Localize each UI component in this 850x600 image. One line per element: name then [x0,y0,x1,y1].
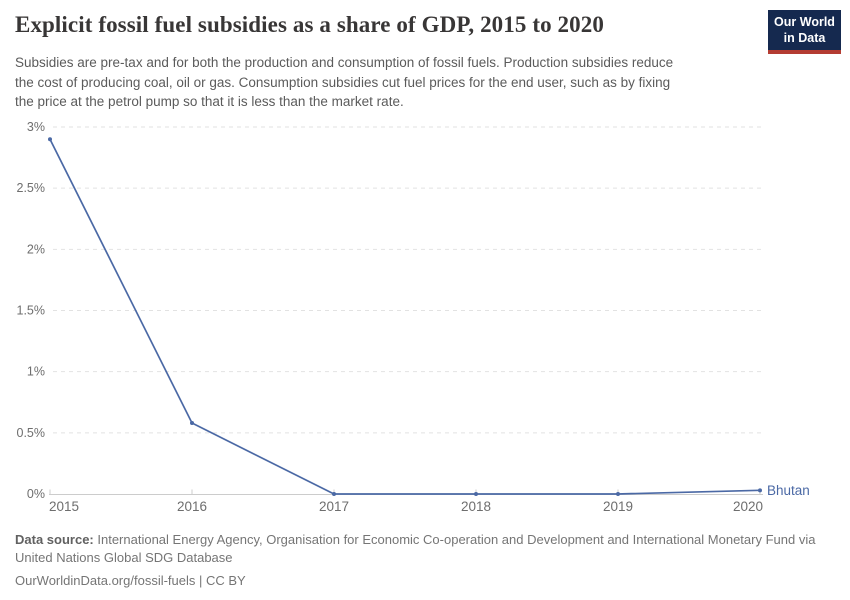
page-title: Explicit fossil fuel subsidies as a shar… [15,12,604,37]
x-tick-label: 2016 [177,499,207,514]
y-tick-label: 0.5% [17,426,46,440]
subtitle-line: the cost of producing coal, oil or gas. … [15,74,671,90]
line-chart[interactable]: 0% 0.5% 1% 1.5% 2% 2.5% 3% 2015 2016 2017 2018 2019… [0,115,850,525]
x-tick-label: 2019 [603,499,633,514]
data-point[interactable] [48,137,52,142]
data-line[interactable] [49,138,761,495]
y-tick-label: 0% [27,487,45,501]
entity-label: Bhutan [767,483,810,498]
x-tick-label: 2018 [461,499,491,514]
y-tick-label: 2% [27,242,45,256]
citation[interactable]: OurWorldinData.org/fossil-fuels | CC BY [15,573,246,588]
datasource-line2: United Nations Global SDG Database [15,550,233,565]
data-point[interactable] [190,421,194,426]
y-tick-label: 2.5% [17,181,46,195]
datasource-label: Data source: [15,532,94,547]
x-tick-label: 2015 [49,499,79,514]
y-tick-label: 3% [27,120,45,134]
y-tick-label: 1.5% [17,304,46,318]
chart-footer: Data source: International Energy Agency… [15,531,835,590]
data-point[interactable] [474,492,478,496]
line-chart-canvas[interactable]: 0% 0.5% 1% 1.5% 2% 2.5% 3% 2015 2016 2017 2018 2019… [0,115,850,525]
data-point[interactable] [758,488,762,493]
owid-logo-line2: in Data [783,31,826,45]
data-point[interactable] [332,492,336,496]
subtitle-line: Subsidies are pre-tax and for both the p… [15,55,674,70]
x-tick-label: 2017 [319,499,349,514]
datasource-text: International Energy Agency, Organisatio… [97,532,816,547]
owid-logo[interactable]: Our World in Data [768,10,841,54]
datasource-line: Data source: International Energy Agency… [15,531,835,549]
subtitle-line: the price at the petrol pump so that it … [15,94,404,109]
data-point[interactable] [616,492,620,496]
x-tick-label: 2020 [733,499,763,514]
chart-subtitle: Subsidies are pre-tax and for both the p… [15,53,775,112]
y-tick-label: 1% [27,365,45,379]
owid-logo-line1: Our World [774,15,835,29]
